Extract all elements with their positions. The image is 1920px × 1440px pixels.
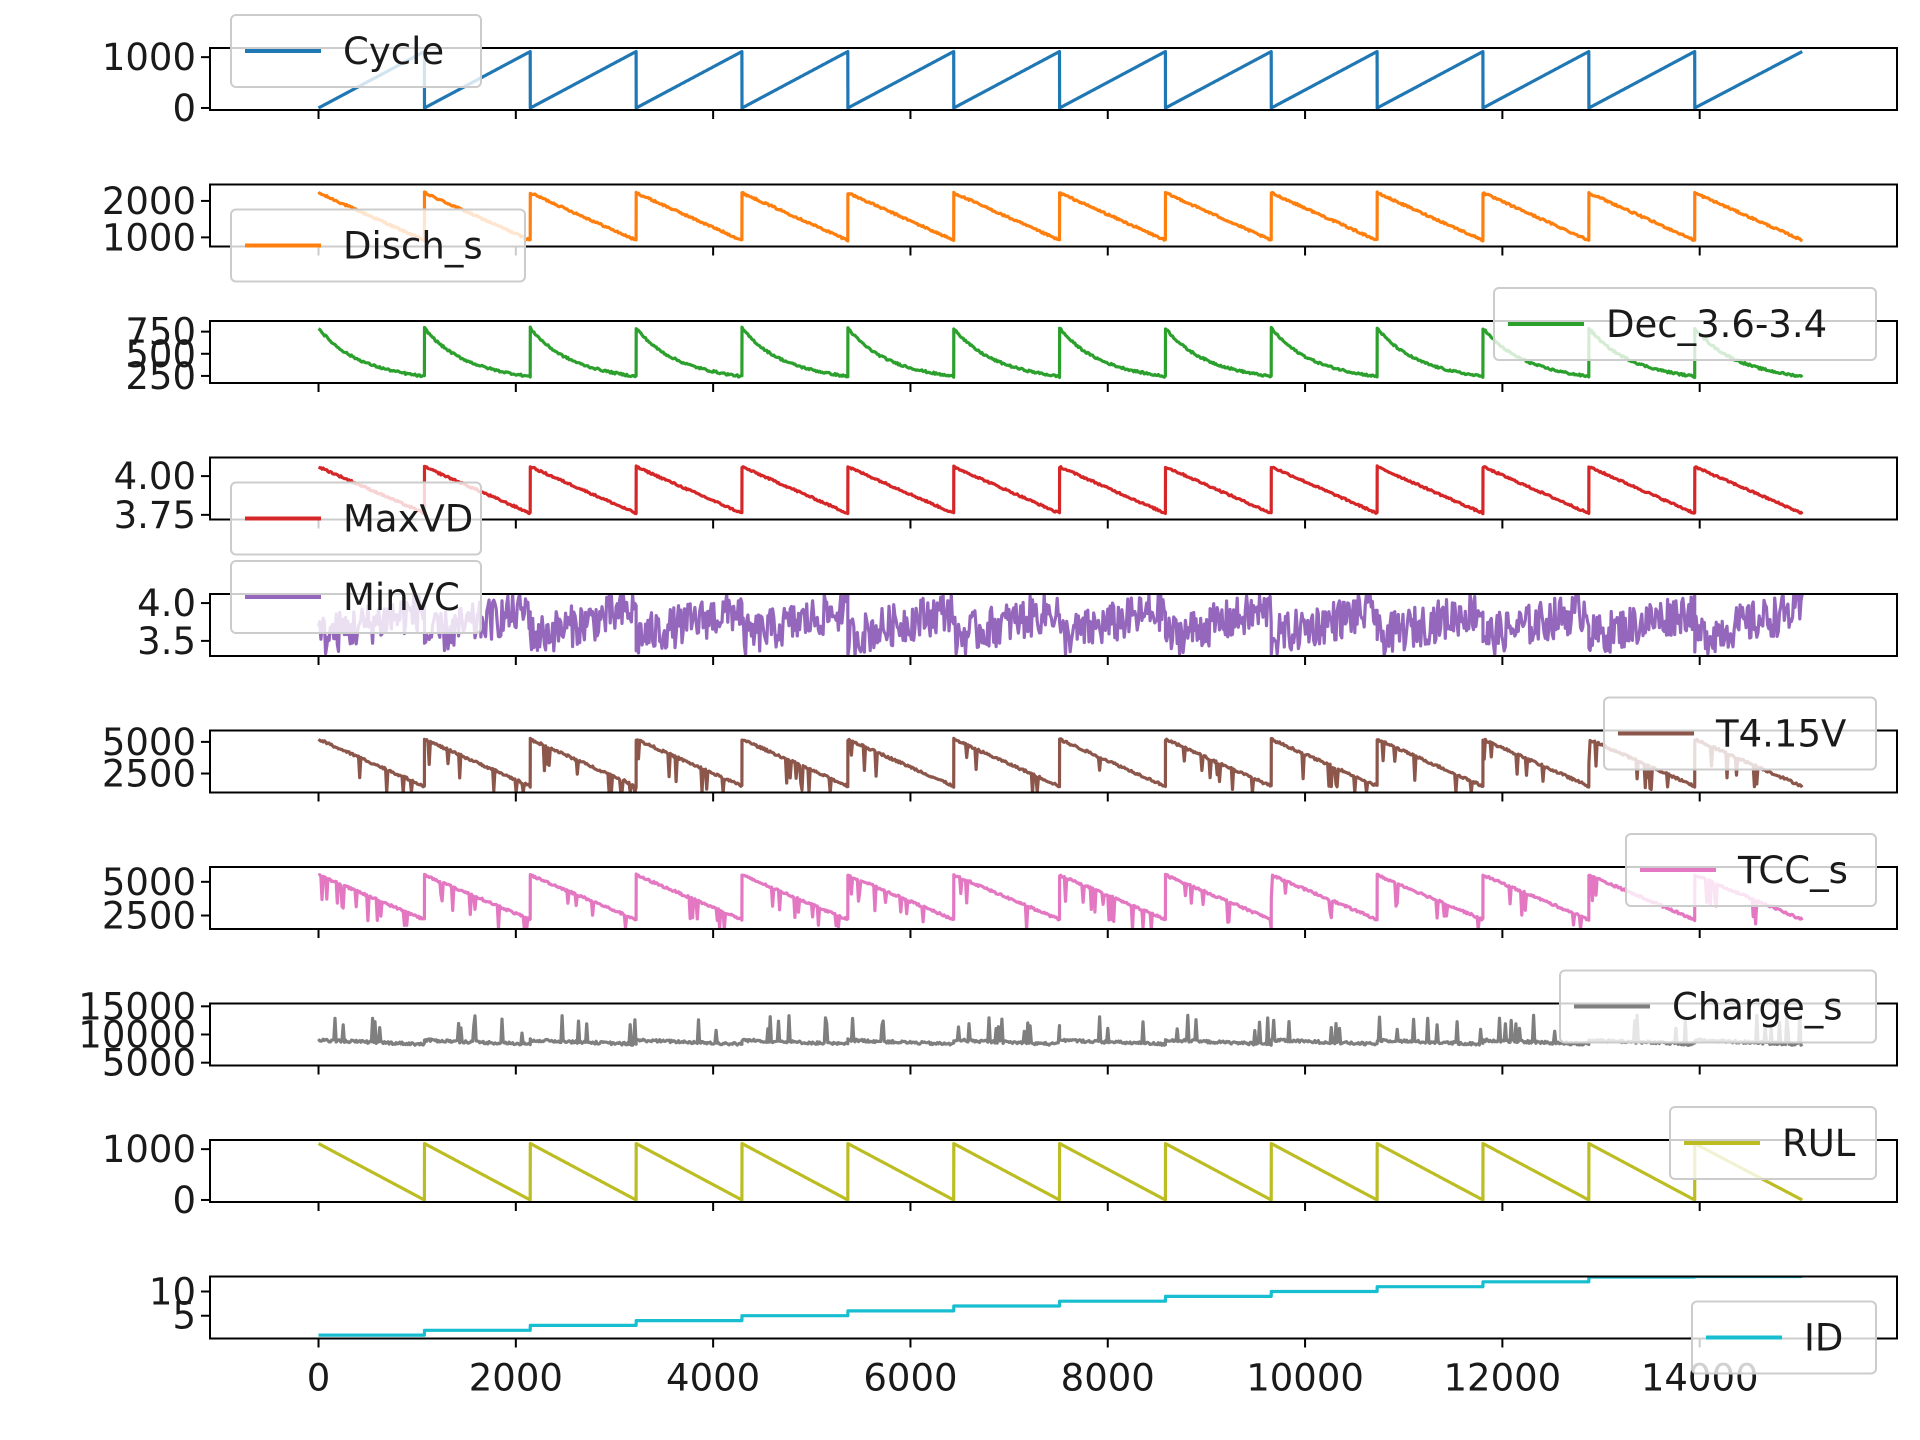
y-tick-label: 2500 xyxy=(102,753,196,796)
y-tick-label: 4.0 xyxy=(137,582,196,625)
subplot-rul: 0 1000 RUL xyxy=(102,1106,1898,1222)
y-tick-label: 3.75 xyxy=(114,494,196,537)
series-line-charge-s xyxy=(317,1013,1804,1047)
legend-label: RUL xyxy=(1782,1122,1856,1165)
series-line-tcc-s xyxy=(317,872,1804,929)
y-tick-label: 3.5 xyxy=(137,620,196,663)
legend-box xyxy=(1691,1300,1877,1375)
legend-label: Disch_s xyxy=(343,225,483,268)
legend-charge-s: Charge_s xyxy=(1559,969,1877,1044)
y-tick-label: 0 xyxy=(172,87,196,130)
series-line-rul xyxy=(317,1142,1804,1202)
legend-label: MinVC xyxy=(343,576,460,619)
subplot-maxvd: 3.754.00 MaxVD xyxy=(114,455,1898,556)
axes-frame-tcc-s xyxy=(209,866,1898,930)
x-tick-label: 8000 xyxy=(1061,1357,1155,1400)
y-tick-label: 750 xyxy=(125,311,196,354)
y-tick-label: 10000 xyxy=(78,1014,196,1057)
x-tick-label: 6000 xyxy=(863,1357,957,1400)
legend-cycle: Cycle xyxy=(230,14,482,88)
legend-tcc-s: TCC_s xyxy=(1625,833,1877,907)
series-line-cycle xyxy=(317,50,1803,110)
legend-label: Cycle xyxy=(343,30,444,73)
y-tick-label: 500 xyxy=(125,333,196,376)
series-line-disch-s xyxy=(317,190,1804,243)
axes-frame-rul xyxy=(209,1139,1898,1203)
legend-rul: RUL xyxy=(1669,1106,1877,1180)
y-tick-label: 2500 xyxy=(102,895,196,938)
legend-box xyxy=(230,208,526,283)
legend-box xyxy=(1493,287,1877,361)
x-tick-label: 10000 xyxy=(1246,1357,1364,1400)
series-line-dec-3-6-3-4 xyxy=(317,325,1804,380)
legend-box xyxy=(230,481,482,556)
legend-label: TCC_s xyxy=(1737,849,1848,892)
axes-frame-id xyxy=(209,1275,1898,1340)
x-tick-label: 12000 xyxy=(1444,1357,1562,1400)
series-line-t4-15v xyxy=(317,736,1804,793)
y-tick-label: 15000 xyxy=(78,985,196,1028)
series-line-maxvd xyxy=(317,464,1804,516)
x-tick-label: 4000 xyxy=(666,1357,760,1400)
legend-box xyxy=(1603,696,1877,771)
y-tick-label: 5000 xyxy=(102,1042,196,1085)
series-line-minvc xyxy=(316,594,1804,656)
legend-box xyxy=(230,14,482,88)
series-line-id xyxy=(318,1276,1803,1337)
x-tick-label: 0 xyxy=(307,1357,331,1400)
subplot-cycle: 0 1000 Cycle xyxy=(102,14,1898,130)
y-tick-label: 1000 xyxy=(102,1128,196,1171)
legend-t4-15v: T4.15V xyxy=(1603,696,1877,771)
y-tick-label: 1000 xyxy=(102,36,196,79)
legend-box xyxy=(1669,1106,1877,1180)
y-tick-label: 5 xyxy=(172,1295,196,1338)
legend-id: ID xyxy=(1691,1300,1877,1375)
axes-frame-disch-s xyxy=(209,183,1898,248)
y-tick-label: 4.00 xyxy=(114,455,196,498)
y-tick-label: 2000 xyxy=(102,180,196,223)
y-tick-label: 0 xyxy=(172,1179,196,1222)
legend-label: Dec_3.6-3.4 xyxy=(1606,303,1827,346)
legend-box xyxy=(1559,969,1877,1044)
legend-box xyxy=(1625,833,1877,907)
axes-frame-dec-3-6-3-4 xyxy=(209,320,1898,384)
legend-disch-s: Disch_s xyxy=(230,208,526,283)
y-tick-label: 250 xyxy=(125,355,196,398)
legend-label: Charge_s xyxy=(1672,986,1843,1029)
legend-label: T4.15V xyxy=(1715,713,1846,756)
y-tick-label: 1000 xyxy=(102,216,196,259)
axes-frame-minvc xyxy=(209,593,1898,657)
subplot-minvc: 3.54.0 MinVC xyxy=(137,560,1898,665)
axes-frame-maxvd xyxy=(209,456,1898,521)
axes-frame-t4-15v xyxy=(209,729,1898,794)
x-tick-label: 2000 xyxy=(469,1357,563,1400)
axes-frame-cycle xyxy=(209,47,1898,111)
y-tick-label: 5000 xyxy=(102,721,196,764)
y-tick-label: 5000 xyxy=(102,861,196,904)
legend-dec-3-6-3-4: Dec_3.6-3.4 xyxy=(1493,287,1877,361)
legend-box xyxy=(230,560,482,634)
legend-minvc: MinVC xyxy=(230,560,482,634)
legend-label: ID xyxy=(1804,1317,1843,1360)
y-tick-label: 10 xyxy=(149,1271,196,1314)
legend-label: MaxVD xyxy=(343,498,473,541)
legend-maxvd: MaxVD xyxy=(230,481,482,556)
